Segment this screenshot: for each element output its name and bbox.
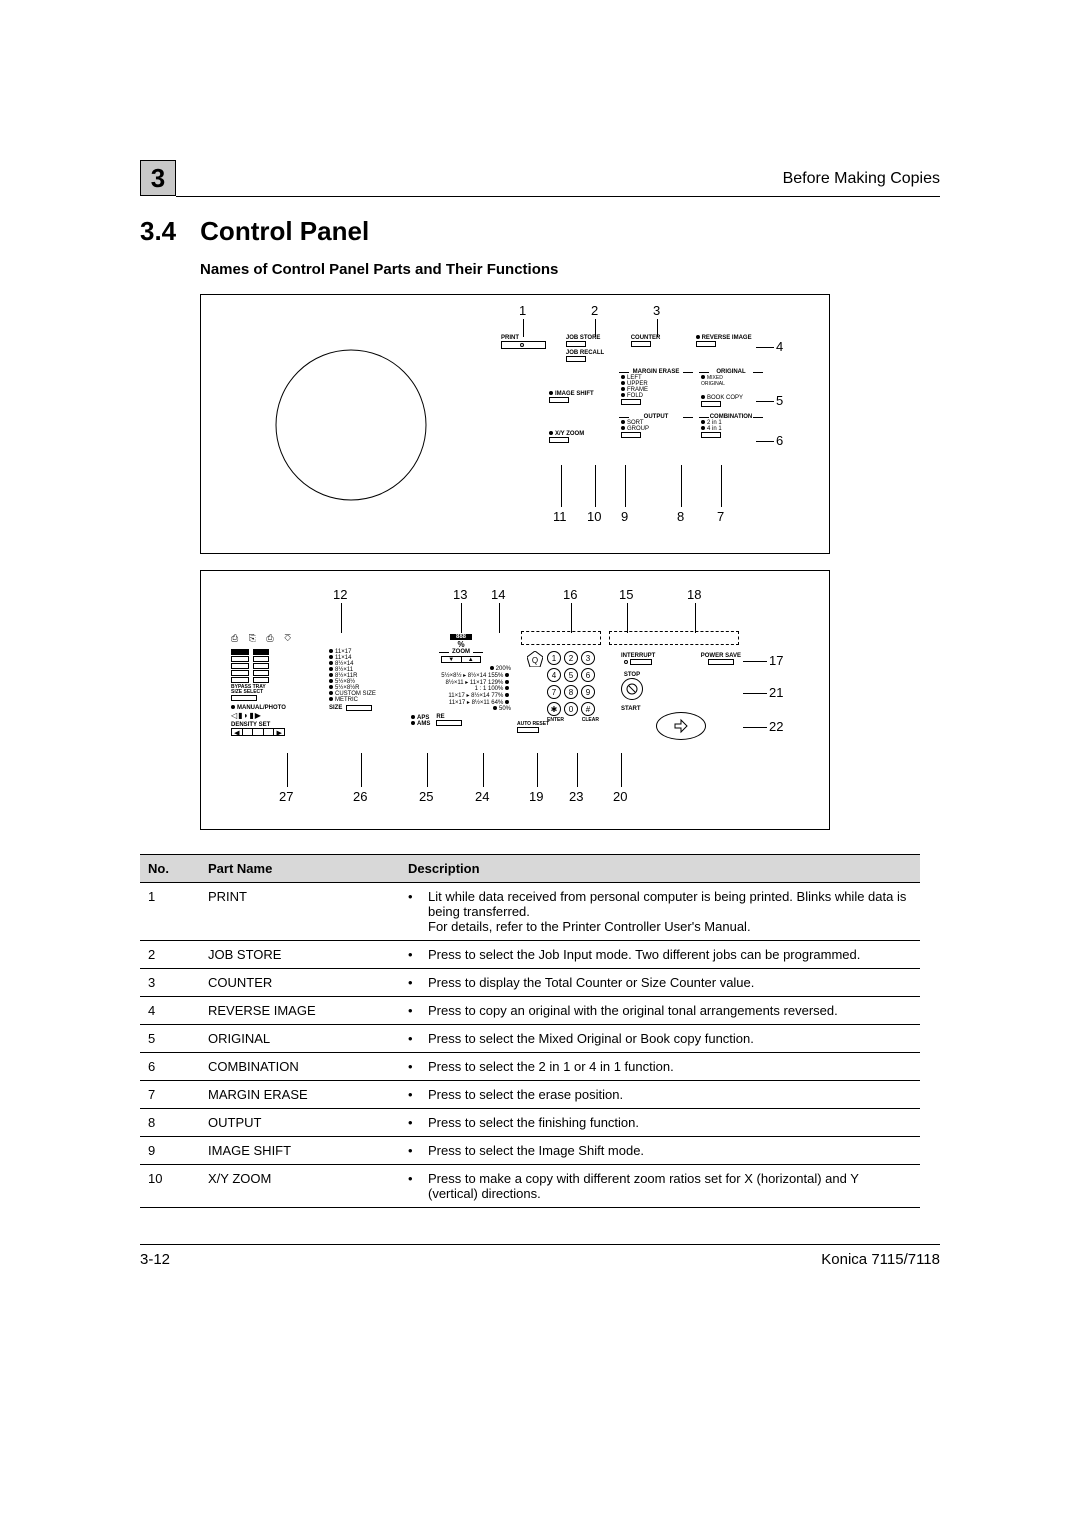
callout-25: 25 xyxy=(419,789,433,804)
lbl-percent: % xyxy=(411,640,511,649)
callout-27: 27 xyxy=(279,789,293,804)
callout-18: 18 xyxy=(687,587,701,602)
lbl-powersave: POWER SAVE xyxy=(701,653,741,659)
lbl-combination: COMBINATION xyxy=(701,414,761,420)
callout-20: 20 xyxy=(613,789,627,804)
lbl-clear: CLEAR xyxy=(582,717,599,723)
section-number: 3.4 xyxy=(140,216,176,247)
callout-2: 2 xyxy=(591,303,598,318)
callout-9: 9 xyxy=(621,509,628,524)
control-panel-diagram-lower: 12 13 14 16 15 18 17 21 22 27 26 25 24 1… xyxy=(200,570,830,830)
lbl-size: SIZE xyxy=(329,705,342,711)
numeric-keypad: 123 456 789 ✱0# ENTER CLEAR xyxy=(547,651,599,723)
table-header-row: No. Part Name Description xyxy=(140,855,920,883)
callout-11: 11 xyxy=(553,509,567,524)
callout-23: 23 xyxy=(569,789,583,804)
header-rule xyxy=(176,196,940,197)
lbl-enter: ENTER xyxy=(547,717,564,723)
table-row: 6COMBINATION•Press to select the 2 in 1 … xyxy=(140,1053,920,1081)
callout-5: 5 xyxy=(776,393,783,408)
table-row: 5ORIGINAL•Press to select the Mixed Orig… xyxy=(140,1025,920,1053)
callout-3: 3 xyxy=(653,303,660,318)
callout-7: 7 xyxy=(717,509,724,524)
page-header-label: Before Making Copies xyxy=(783,170,940,188)
callout-24: 24 xyxy=(475,789,489,804)
callout-10: 10 xyxy=(587,509,601,524)
callout-4: 4 xyxy=(776,339,783,354)
callout-1: 1 xyxy=(519,303,526,318)
lbl-jobrecall: JOB RECALL xyxy=(566,350,611,356)
table-row: 9IMAGE SHIFT•Press to select the Image S… xyxy=(140,1137,920,1165)
chapter-badge: 3 xyxy=(140,160,176,196)
lbl-ams: AMS xyxy=(417,721,430,727)
callout-12: 12 xyxy=(333,587,347,602)
lbl-group: GROUP xyxy=(627,426,649,432)
callout-17: 17 xyxy=(769,653,783,668)
callout-14: 14 xyxy=(491,587,505,602)
lbl-jobstore: JOB STORE xyxy=(566,335,611,341)
section-heading: 3.4 Control Panel xyxy=(140,216,940,247)
footer-model: Konica 7115/7118 xyxy=(821,1251,940,1268)
icon-row: ⎙ ⎘ ⎙ ⎏ xyxy=(231,633,295,644)
lbl-reverse: REVERSE IMAGE xyxy=(702,335,752,341)
col-desc: Description xyxy=(400,855,920,883)
section-title: Control Panel xyxy=(200,216,369,247)
table-row: 2JOB STORE•Press to select the Job Input… xyxy=(140,941,920,969)
lbl-zoom: ZOOM xyxy=(441,649,481,655)
table-row: 7MARGIN ERASE•Press to select the erase … xyxy=(140,1081,920,1109)
callout-13: 13 xyxy=(453,587,467,602)
col-no: No. xyxy=(140,855,200,883)
table-row: 1PRINT•Lit while data received from pers… xyxy=(140,883,920,941)
paper-size-list: 11×17 11×14 8½×14 8½×11 8½×11R 5½×8½ 5½×… xyxy=(329,649,389,711)
lbl-bookcopy: BOOK COPY xyxy=(707,395,743,401)
page-footer: 3-12 Konica 7115/7118 xyxy=(140,1244,940,1268)
col-part: Part Name xyxy=(200,855,400,883)
lbl-fold: FOLD xyxy=(627,393,643,399)
callout-16: 16 xyxy=(563,587,577,602)
callout-6: 6 xyxy=(776,433,783,448)
section-subheading: Names of Control Panel Parts and Their F… xyxy=(200,261,940,278)
lbl-output: OUTPUT xyxy=(621,414,691,420)
lbl-counter: COUNTER xyxy=(631,335,676,341)
callout-21: 21 xyxy=(769,685,783,700)
lbl-autoreset: AUTO RESET xyxy=(517,721,549,727)
lbl-imageshift: IMAGE SHIFT xyxy=(555,391,594,397)
lbl-bypass: BYPASS TRAYSIZE SELECT xyxy=(231,685,269,695)
control-panel-diagram-upper: 1 2 3 4 5 6 11 10 9 8 7 PRINT JOB STORE … xyxy=(200,294,830,554)
parts-table: No. Part Name Description 1PRINT•Lit whi… xyxy=(140,854,920,1208)
table-row: 8OUTPUT•Press to select the finishing fu… xyxy=(140,1109,920,1137)
footer-page: 3-12 xyxy=(140,1251,170,1268)
zoom-ratio-list: 200% 5½×8½ ▸ 8½×14 155% 8½×11 ▸ 11×17 12… xyxy=(411,666,511,712)
table-row: 10X/Y ZOOM•Press to make a copy with dif… xyxy=(140,1165,920,1208)
callout-22: 22 xyxy=(769,719,783,734)
lbl-margin-erase: MARGIN ERASE xyxy=(621,369,691,375)
callout-26: 26 xyxy=(353,789,367,804)
svg-text:Q: Q xyxy=(532,656,538,665)
table-row: 4REVERSE IMAGE•Press to copy an original… xyxy=(140,997,920,1025)
table-row: 3COUNTER•Press to display the Total Coun… xyxy=(140,969,920,997)
lbl-4in1: 4 in 1 xyxy=(707,426,722,432)
lbl-xyzoom: X/Y ZOOM xyxy=(555,431,584,437)
callout-8: 8 xyxy=(677,509,684,524)
lbl-original: ORIGINAL xyxy=(701,369,761,375)
callout-19: 19 xyxy=(529,789,543,804)
callout-15: 15 xyxy=(619,587,633,602)
